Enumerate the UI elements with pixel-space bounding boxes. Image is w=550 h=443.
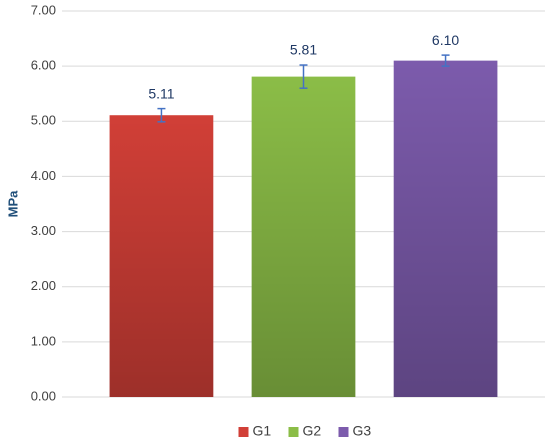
y-tick-label: 0.00: [31, 388, 56, 403]
legend-swatch: [338, 427, 349, 437]
bar-shade: [109, 115, 214, 397]
legend-swatch: [288, 427, 299, 437]
error-bar: [441, 54, 450, 67]
error-bar: [157, 107, 166, 123]
y-tick-label: 3.00: [31, 223, 56, 238]
y-tick-label: 4.00: [31, 168, 56, 183]
y-tick-label: 5.00: [31, 113, 56, 128]
legend-label: G1: [253, 423, 272, 439]
data-label: 5.81: [290, 42, 317, 58]
bar-shade: [251, 76, 356, 398]
data-label: 6.10: [432, 32, 459, 48]
y-tick-label: 6.00: [31, 58, 56, 73]
y-tick-label: 7.00: [31, 2, 56, 17]
y-axis-label: MPa: [5, 190, 20, 218]
legend-label: G3: [353, 423, 372, 439]
y-tick-label: 2.00: [31, 278, 56, 293]
error-bar: [299, 64, 308, 89]
bar-shade: [393, 60, 498, 397]
data-label: 5.11: [148, 85, 174, 101]
legend-label: G2: [303, 423, 322, 439]
legend-swatch: [238, 427, 249, 437]
y-tick-label: 1.00: [31, 333, 56, 348]
